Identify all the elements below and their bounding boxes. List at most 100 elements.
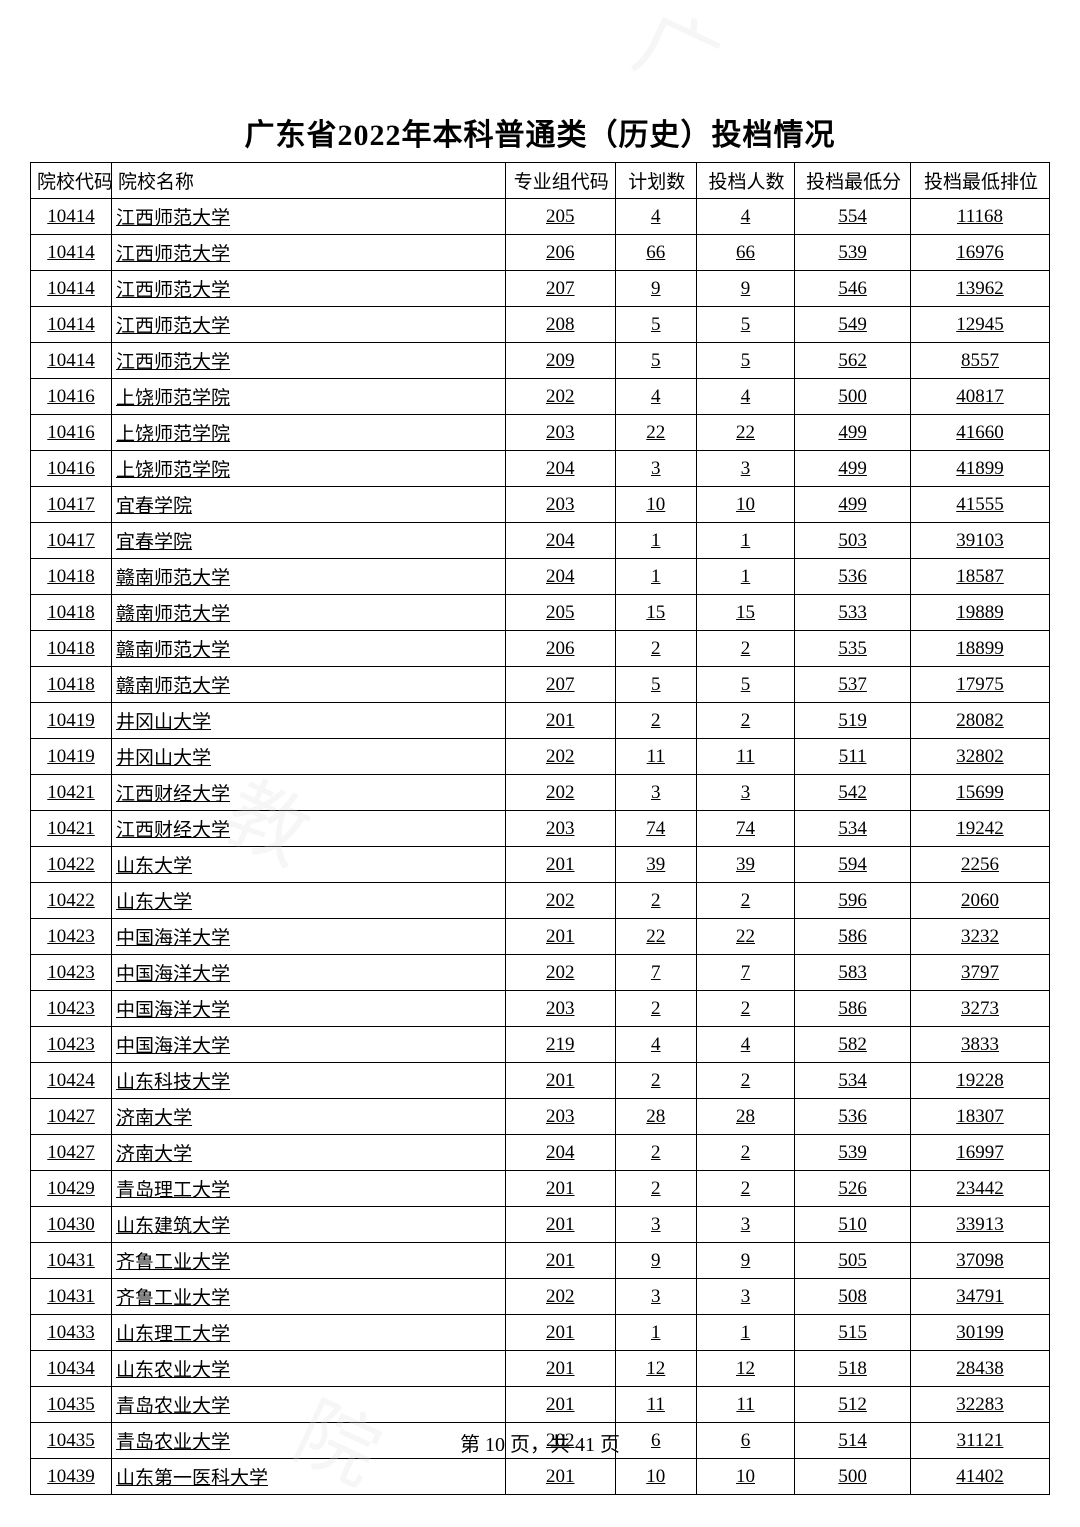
cell: 11168: [911, 199, 1050, 235]
cell: 204: [505, 451, 615, 487]
cell: 22: [696, 415, 794, 451]
cell: 井冈山大学: [112, 703, 506, 739]
cell: 204: [505, 523, 615, 559]
cell: 28438: [911, 1351, 1050, 1387]
cell: 1: [696, 559, 794, 595]
cell: 201: [505, 1207, 615, 1243]
cell: 4: [696, 379, 794, 415]
table-row: 10423中国海洋大学219445823833: [31, 1027, 1050, 1063]
cell: 10418: [31, 559, 112, 595]
cell: 江西师范大学: [112, 199, 506, 235]
cell: 207: [505, 667, 615, 703]
cell: 上饶师范学院: [112, 451, 506, 487]
cell: 30199: [911, 1315, 1050, 1351]
cell: 508: [795, 1279, 911, 1315]
cell: 202: [505, 883, 615, 919]
cell: 5: [696, 307, 794, 343]
cell: 12: [696, 1351, 794, 1387]
cell: 15: [615, 595, 696, 631]
cell: 206: [505, 631, 615, 667]
cell: 10427: [31, 1135, 112, 1171]
cell: 203: [505, 991, 615, 1027]
cell: 中国海洋大学: [112, 955, 506, 991]
table-row: 10418赣南师范大学2041153618587: [31, 559, 1050, 595]
cell: 10439: [31, 1459, 112, 1495]
cell: 15699: [911, 775, 1050, 811]
cell: 中国海洋大学: [112, 991, 506, 1027]
cell: 500: [795, 1459, 911, 1495]
cell: 3: [615, 1279, 696, 1315]
cell: 7: [615, 955, 696, 991]
cell: 2: [615, 1063, 696, 1099]
cell: 10423: [31, 919, 112, 955]
cell: 齐鲁工业大学: [112, 1279, 506, 1315]
cell: 江西师范大学: [112, 343, 506, 379]
col-header-min-score: 投档最低分: [795, 163, 911, 199]
cell: 2: [615, 703, 696, 739]
cell: 201: [505, 847, 615, 883]
page-footer: 第 10 页，共 41 页: [0, 1428, 1080, 1457]
cell: 10416: [31, 379, 112, 415]
cell: 526: [795, 1171, 911, 1207]
cell: 3: [696, 1279, 794, 1315]
cell: 11: [696, 739, 794, 775]
cell: 江西师范大学: [112, 271, 506, 307]
cell: 66: [696, 235, 794, 271]
cell: 9: [615, 271, 696, 307]
cell: 219: [505, 1027, 615, 1063]
cell: 203: [505, 415, 615, 451]
cell: 201: [505, 1243, 615, 1279]
cell: 19228: [911, 1063, 1050, 1099]
cell: 宜春学院: [112, 487, 506, 523]
cell: 28082: [911, 703, 1050, 739]
cell: 山东大学: [112, 883, 506, 919]
cell: 2: [696, 1135, 794, 1171]
cell: 10427: [31, 1099, 112, 1135]
cell: 9: [696, 271, 794, 307]
cell: 10429: [31, 1171, 112, 1207]
cell: 17975: [911, 667, 1050, 703]
cell: 10433: [31, 1315, 112, 1351]
cell: 1: [696, 1315, 794, 1351]
table-row: 10433山东理工大学2011151530199: [31, 1315, 1050, 1351]
table-row: 10431齐鲁工业大学2023350834791: [31, 1279, 1050, 1315]
cell: 515: [795, 1315, 911, 1351]
table-row: 10416上饶师范学院2043349941899: [31, 451, 1050, 487]
cell: 518: [795, 1351, 911, 1387]
cell: 18899: [911, 631, 1050, 667]
table-row: 10414江西师范大学2079954613962: [31, 271, 1050, 307]
cell: 5: [696, 343, 794, 379]
cell: 201: [505, 1315, 615, 1351]
cell: 10422: [31, 847, 112, 883]
cell: 2: [615, 991, 696, 1027]
table-row: 10414江西师范大学2085554912945: [31, 307, 1050, 343]
cell: 583: [795, 955, 911, 991]
col-header-group-code: 专业组代码: [505, 163, 615, 199]
table-row: 10422山东大学20139395942256: [31, 847, 1050, 883]
cell: 537: [795, 667, 911, 703]
cell: 1: [615, 559, 696, 595]
cell: 山东理工大学: [112, 1315, 506, 1351]
cell: 536: [795, 1099, 911, 1135]
cell: 5: [615, 343, 696, 379]
cell: 500: [795, 379, 911, 415]
cell: 33913: [911, 1207, 1050, 1243]
cell: 济南大学: [112, 1099, 506, 1135]
cell: 28: [696, 1099, 794, 1135]
cell: 10414: [31, 307, 112, 343]
table-row: 10414江西师范大学2054455411168: [31, 199, 1050, 235]
cell: 203: [505, 487, 615, 523]
cell: 赣南师范大学: [112, 595, 506, 631]
cell: 10418: [31, 595, 112, 631]
cell: 201: [505, 1351, 615, 1387]
cell: 4: [615, 1027, 696, 1063]
table-body: 10414江西师范大学205445541116810414江西师范大学20666…: [31, 199, 1050, 1495]
cell: 32802: [911, 739, 1050, 775]
cell: 10: [615, 487, 696, 523]
cell: 205: [505, 595, 615, 631]
cell: 15: [696, 595, 794, 631]
table-row: 10421江西财经大学2023354215699: [31, 775, 1050, 811]
cell: 10416: [31, 451, 112, 487]
cell: 586: [795, 991, 911, 1027]
cell: 7: [696, 955, 794, 991]
